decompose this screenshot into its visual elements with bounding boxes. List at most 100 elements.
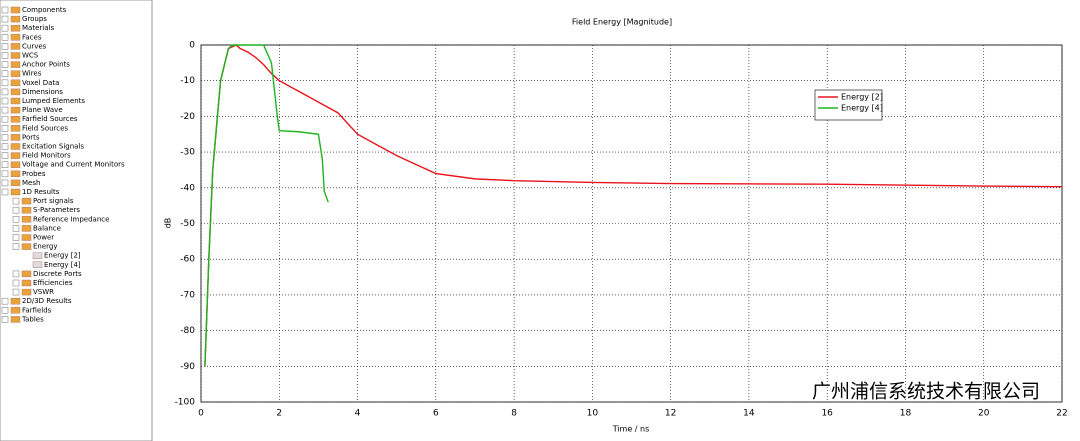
folder-icon bbox=[10, 25, 21, 32]
folder-icon bbox=[10, 106, 21, 114]
y-axis-label: dB bbox=[164, 218, 173, 229]
tree-item[interactable]: Tables bbox=[21, 315, 44, 323]
folder-icon bbox=[21, 288, 32, 296]
legend-label: Energy [4] bbox=[841, 104, 883, 113]
x-tick-label: 10 bbox=[587, 409, 599, 419]
expander bbox=[1, 134, 9, 141]
x-tick-label: 20 bbox=[978, 409, 990, 419]
expander bbox=[1, 161, 9, 168]
folder-icon bbox=[21, 225, 32, 232]
y-tick-label: -80 bbox=[180, 326, 195, 336]
expander bbox=[1, 143, 9, 150]
folder-icon bbox=[10, 97, 21, 105]
tree-item[interactable]: Balance bbox=[33, 224, 61, 232]
chart-title: Field Energy [Magnitude] bbox=[572, 18, 672, 27]
folder-icon bbox=[10, 52, 21, 59]
y-tick-label: -40 bbox=[180, 183, 195, 193]
tree-item[interactable]: Farfield Sources bbox=[22, 115, 78, 123]
x-tick-label: 0 bbox=[198, 409, 204, 419]
x-tick-label: 4 bbox=[355, 409, 361, 419]
y-tick-label: -70 bbox=[180, 290, 195, 300]
folder-icon bbox=[21, 270, 32, 278]
tree-item[interactable]: 2D/3D Results bbox=[22, 297, 72, 305]
expander bbox=[1, 33, 9, 41]
folder-icon bbox=[10, 61, 21, 68]
folder-icon bbox=[10, 307, 21, 314]
tree-item[interactable]: Plane Wave bbox=[22, 106, 63, 114]
folder-icon bbox=[10, 316, 21, 323]
expander bbox=[1, 79, 9, 87]
tree-item[interactable]: S-Parameters bbox=[33, 206, 80, 214]
expander bbox=[1, 15, 9, 23]
tree-item[interactable]: WCS bbox=[22, 52, 39, 60]
expander bbox=[1, 306, 9, 314]
tree-item[interactable]: Faces bbox=[22, 33, 42, 41]
tree-item[interactable]: 1D Results bbox=[22, 188, 60, 196]
folder-icon bbox=[10, 152, 21, 159]
folder-icon bbox=[10, 188, 21, 196]
expander bbox=[12, 288, 20, 296]
watermark: 广州浦信系统技术有限公司 bbox=[812, 381, 1040, 403]
folder-icon bbox=[10, 88, 21, 96]
expander bbox=[12, 270, 20, 278]
tree-item[interactable]: Voxel Data bbox=[22, 79, 59, 87]
x-tick-label: 14 bbox=[743, 409, 755, 419]
expander bbox=[12, 243, 20, 250]
folder-icon bbox=[10, 143, 21, 150]
folder-icon bbox=[21, 279, 32, 287]
folder-icon bbox=[10, 43, 21, 50]
y-tick-label: -50 bbox=[180, 219, 195, 229]
tree-item[interactable]: Field Sources bbox=[22, 124, 68, 132]
tree-item[interactable]: Energy [2] bbox=[44, 252, 81, 260]
expander bbox=[1, 70, 9, 77]
tree-item[interactable]: VSWR bbox=[33, 288, 54, 296]
tree-item[interactable]: Discrete Ports bbox=[33, 270, 82, 278]
folder-icon bbox=[10, 70, 21, 77]
expander bbox=[1, 61, 9, 68]
x-tick-label: 22 bbox=[1056, 409, 1067, 419]
tree-item[interactable]: Energy bbox=[33, 243, 58, 251]
x-tick-label: 12 bbox=[665, 409, 676, 419]
tree-item[interactable]: Curves bbox=[22, 42, 47, 50]
tree-item[interactable]: Probes bbox=[22, 170, 46, 178]
tree-item[interactable]: Reference Impedance bbox=[33, 215, 109, 223]
tree-item[interactable]: Anchor Points bbox=[22, 61, 70, 69]
expander bbox=[1, 6, 9, 14]
y-tick-label: -30 bbox=[180, 148, 195, 158]
expander bbox=[1, 188, 9, 196]
folder-icon bbox=[21, 216, 32, 223]
tree-item[interactable]: Groups bbox=[22, 15, 47, 23]
folder-icon bbox=[10, 125, 21, 132]
tree-item[interactable]: Power bbox=[33, 234, 54, 242]
tree-item[interactable]: Port signals bbox=[33, 197, 74, 205]
tree-item[interactable]: Dimensions bbox=[22, 88, 63, 96]
y-tick-label: -100 bbox=[175, 398, 196, 408]
tree-item[interactable]: Ports bbox=[22, 133, 40, 141]
tree-item[interactable]: Field Monitors bbox=[22, 152, 71, 160]
expander bbox=[1, 152, 9, 159]
tree-item[interactable]: Efficiencies bbox=[33, 279, 73, 287]
folder-icon bbox=[10, 79, 21, 87]
tree-item[interactable]: Components bbox=[22, 6, 67, 14]
expander bbox=[1, 97, 9, 105]
tree-item[interactable]: Excitation Signals bbox=[22, 143, 84, 151]
series-line bbox=[204, 44, 329, 367]
expander bbox=[1, 43, 9, 50]
tree-item[interactable]: Lumped Elements bbox=[22, 97, 85, 105]
expander bbox=[1, 52, 9, 59]
expander bbox=[12, 225, 20, 232]
tree-item[interactable]: Wires bbox=[22, 70, 42, 78]
tree-item[interactable]: Materials bbox=[22, 24, 54, 32]
folder-icon bbox=[10, 15, 21, 23]
tree-item[interactable]: Farfields bbox=[22, 306, 52, 314]
expander bbox=[12, 234, 20, 241]
folder-icon bbox=[32, 252, 43, 259]
folder-icon bbox=[21, 234, 32, 241]
folder-icon bbox=[32, 261, 43, 268]
tree-item[interactable]: Voltage and Current Monitors bbox=[22, 161, 125, 169]
x-tick-label: 16 bbox=[821, 409, 833, 419]
folder-icon bbox=[10, 34, 21, 41]
tree-item[interactable]: Mesh bbox=[22, 179, 40, 187]
tree-item[interactable]: Energy [4] bbox=[44, 261, 81, 269]
expander bbox=[12, 197, 20, 205]
